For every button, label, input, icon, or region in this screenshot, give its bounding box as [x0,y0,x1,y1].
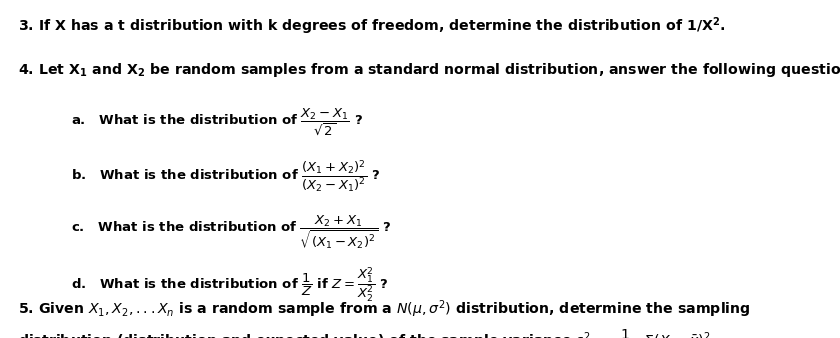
Text: a.   What is the distribution of $\dfrac{X_2-X_1}{\sqrt{2}}$ ?: a. What is the distribution of $\dfrac{X… [71,106,364,137]
Text: distribution (distribution and expected value) of the sample variance $s^2 = \df: distribution (distribution and expected … [18,327,717,338]
Text: 3. If $\mathbf{X}$ has a $\mathbf{t}$ distribution with $\mathbf{k}$ degrees of : 3. If $\mathbf{X}$ has a $\mathbf{t}$ di… [18,15,726,37]
Text: d.   What is the distribution of $\dfrac{1}{Z}$ if $Z = \dfrac{X_1^2}{X_2^2}$ ?: d. What is the distribution of $\dfrac{1… [71,265,389,304]
Text: 5. Given $X_1, X_2, ... X_n$ is a random sample from a $N(\mu, \sigma^2)$ distri: 5. Given $X_1, X_2, ... X_n$ is a random… [18,298,751,320]
Text: 4. Let $\mathbf{X_1}$ and $\mathbf{X_2}$ be random samples from a standard norma: 4. Let $\mathbf{X_1}$ and $\mathbf{X_2}$… [18,61,840,79]
Text: c.   What is the distribution of $\dfrac{X_2+X_1}{\sqrt{(X_1-X_2)^2}}$ ?: c. What is the distribution of $\dfrac{X… [71,214,392,251]
Text: b.   What is the distribution of $\dfrac{(X_1+X_2)^2}{(X_2-X_1)^2}$ ?: b. What is the distribution of $\dfrac{(… [71,159,381,195]
